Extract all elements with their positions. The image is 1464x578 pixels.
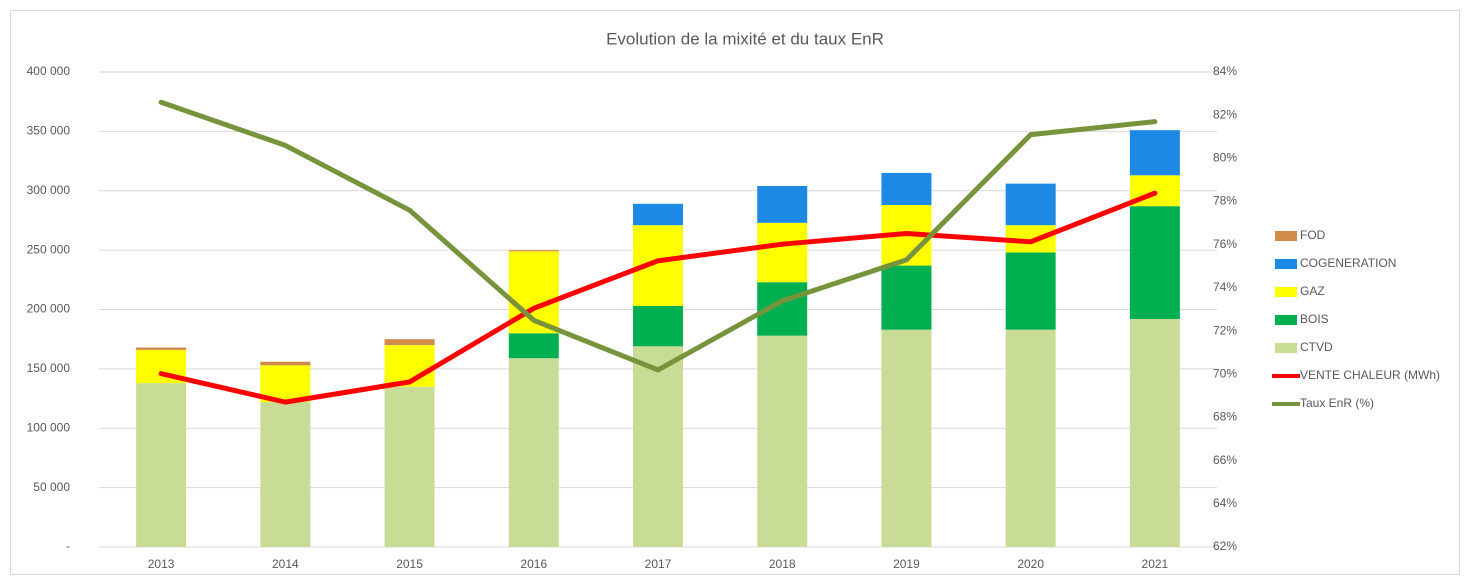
- bar-segment: [881, 265, 932, 330]
- x-tick-label: 2017: [645, 557, 672, 571]
- bar-segment: [1005, 183, 1056, 226]
- bar-segment: [757, 222, 808, 283]
- bar-segment: [1129, 130, 1180, 176]
- y2-tick-label: 76%: [1213, 237, 1237, 251]
- x-tick-label: 2019: [893, 557, 920, 571]
- x-tick-label: 2015: [396, 557, 423, 571]
- bar-segment: [384, 339, 435, 346]
- bar-segment: [757, 335, 808, 547]
- y-tick-label: 350 000: [27, 124, 71, 138]
- y2-tick-label: 64%: [1213, 496, 1237, 510]
- y2-tick-label: 74%: [1213, 280, 1237, 294]
- y2-tick-label: 62%: [1213, 539, 1237, 553]
- y-tick-label: 300 000: [27, 183, 71, 197]
- bar-segment: [757, 186, 808, 223]
- legend-label: COGENERATION: [1300, 256, 1396, 270]
- bar-segment: [136, 347, 187, 350]
- bar-segment: [1005, 329, 1056, 547]
- y-tick-label: 50 000: [33, 480, 70, 494]
- legend-swatch: [1275, 315, 1297, 325]
- bar-segment: [136, 383, 187, 547]
- bar-segment: [633, 203, 683, 226]
- y2-tick-label: 82%: [1213, 107, 1237, 121]
- bar-segment: [384, 386, 435, 547]
- legend-swatch: [1275, 231, 1297, 241]
- x-tick-label: 2021: [1142, 557, 1169, 571]
- bar-segment: [1129, 319, 1180, 547]
- legend-label: FOD: [1300, 228, 1326, 242]
- y2-tick-label: 78%: [1213, 194, 1237, 208]
- y-tick-label: 150 000: [27, 361, 71, 375]
- y2-tick-label: 68%: [1213, 410, 1237, 424]
- chart-title: Evolution de la mixité et du taux EnR: [606, 29, 884, 48]
- x-tick-label: 2020: [1017, 557, 1044, 571]
- chart-border: [10, 10, 1460, 575]
- line-series: [158, 99, 1158, 373]
- legend-swatch: [1275, 287, 1297, 297]
- legend-label: GAZ: [1300, 284, 1325, 298]
- x-tick-label: 2013: [148, 557, 175, 571]
- bar-segment: [260, 402, 311, 547]
- y2-tick-label: 80%: [1213, 151, 1237, 165]
- y-tick-label: 100 000: [27, 420, 71, 434]
- bar-segment: [508, 333, 559, 359]
- bar-segment: [1005, 252, 1056, 330]
- y-tick-label: -: [66, 539, 70, 553]
- bar-segment: [1129, 206, 1180, 319]
- y-tick-label: 200 000: [27, 302, 71, 316]
- legend-label: VENTE CHALEUR (MWh): [1300, 368, 1440, 382]
- y-tick-label: 400 000: [27, 64, 71, 78]
- bar-segment: [633, 346, 683, 547]
- bar-segment: [260, 361, 311, 366]
- line-series: [158, 190, 1158, 405]
- y-tick-label: 250 000: [27, 242, 71, 256]
- bar-segment: [881, 329, 932, 547]
- x-tick-label: 2018: [769, 557, 796, 571]
- legend-label: CTVD: [1300, 340, 1333, 354]
- y2-tick-label: 84%: [1213, 64, 1237, 78]
- y2-tick-label: 66%: [1213, 453, 1237, 467]
- bar-segment: [508, 250, 559, 252]
- x-tick-label: 2016: [520, 557, 547, 571]
- legend-label: Taux EnR (%): [1300, 396, 1374, 410]
- y2-tick-label: 72%: [1213, 323, 1237, 337]
- legend-label: BOIS: [1300, 312, 1329, 326]
- bar-segment: [881, 172, 932, 205]
- legend-swatch: [1275, 259, 1297, 269]
- bar-segment: [508, 358, 559, 547]
- x-tick-label: 2014: [272, 557, 299, 571]
- bar-segment: [633, 305, 683, 347]
- legend-swatch: [1275, 343, 1297, 353]
- y2-tick-label: 70%: [1213, 366, 1237, 380]
